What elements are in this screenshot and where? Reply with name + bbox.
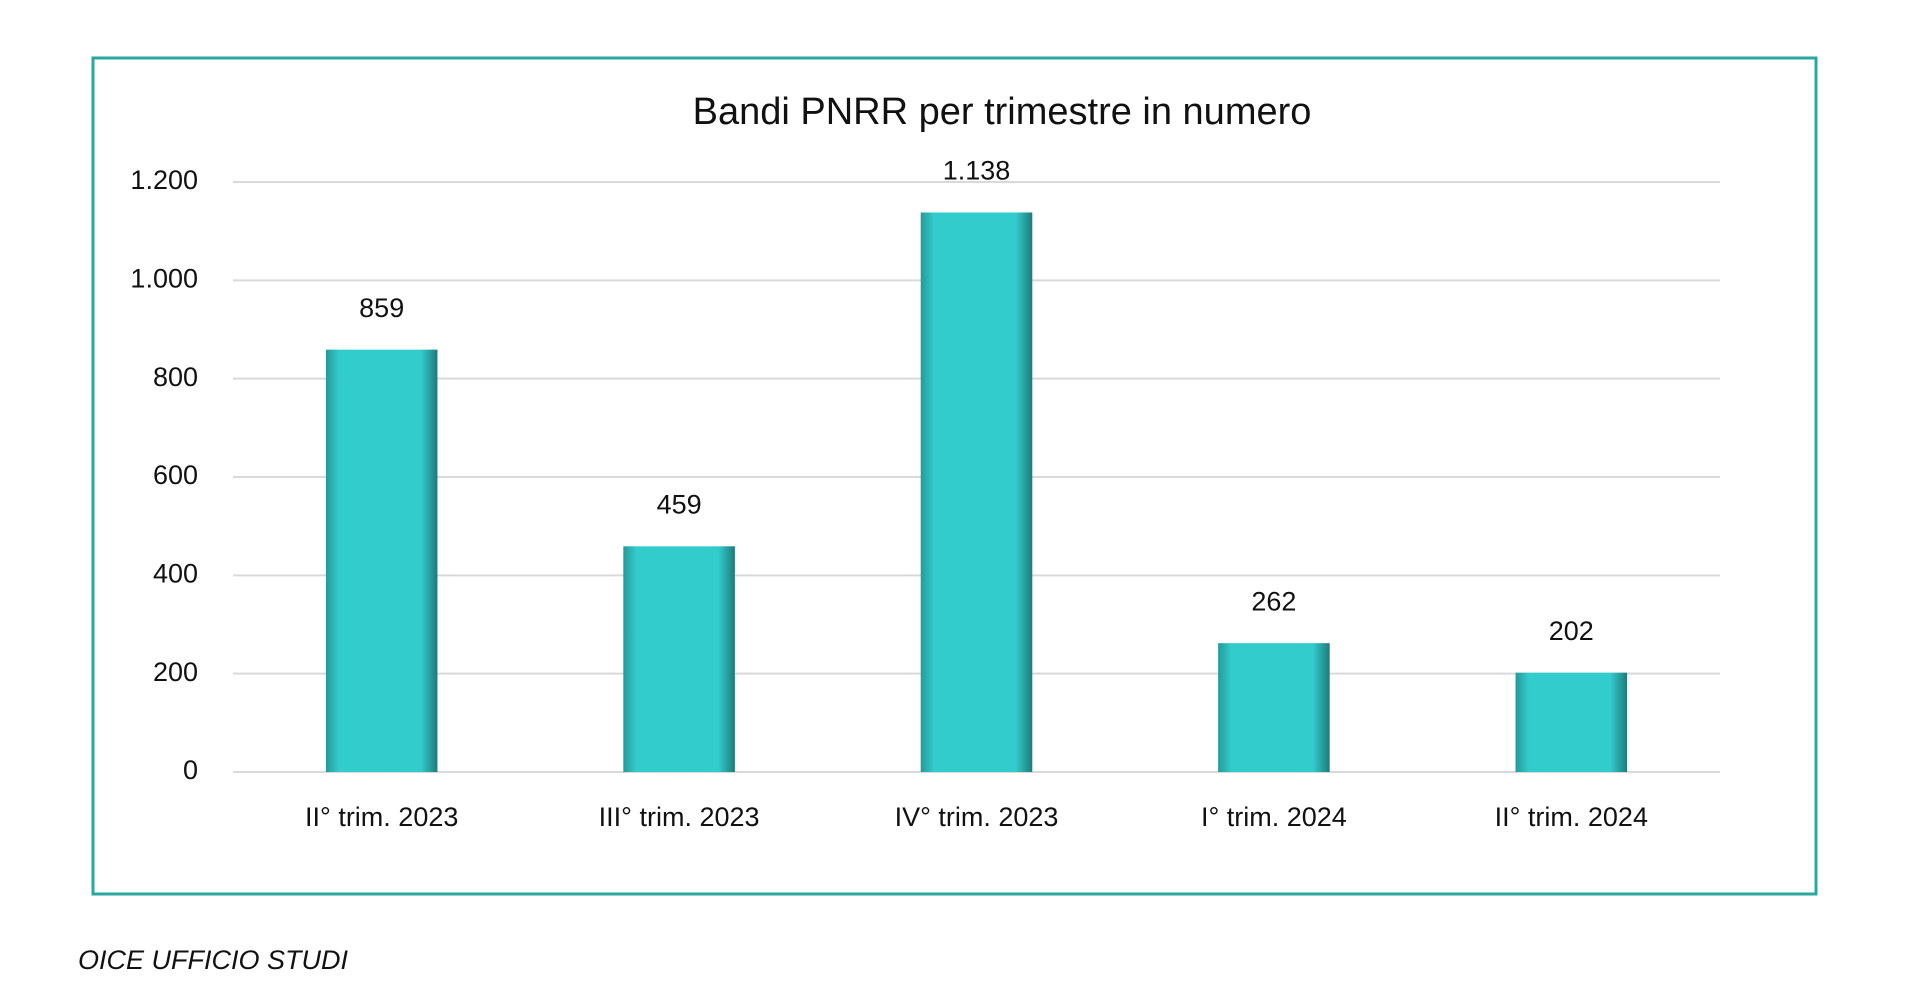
bar-shade [623,546,735,772]
bar-shade [1515,672,1628,772]
x-tick-label: II° trim. 2023 [305,802,458,832]
y-tick-label: 400 [153,558,198,588]
source-note: OICE UFFICIO STUDI [78,945,348,975]
bar-shade [325,349,438,772]
bar-shade [920,212,1033,772]
value-label: 459 [657,489,702,519]
value-label: 1.138 [943,156,1011,186]
value-label: 859 [359,293,404,323]
y-tick-label: 800 [153,362,198,392]
value-label: 202 [1549,616,1594,646]
y-tick-label: 200 [153,657,198,687]
value-label: 262 [1251,586,1296,616]
y-tick-label: 600 [153,460,198,490]
chart-title: Bandi PNRR per trimestre in numero [693,91,1312,133]
chart-frame [91,56,1818,896]
y-tick-label: 1.200 [130,165,198,195]
x-tick-label: III° trim. 2023 [599,802,760,832]
bar-shade [1218,643,1330,772]
y-tick-label: 0 [183,755,198,785]
y-tick-label: 1.000 [130,263,198,293]
x-tick-label: II° trim. 2024 [1495,802,1648,832]
x-tick-label: I° trim. 2024 [1201,802,1347,832]
x-tick-label: IV° trim. 2023 [895,802,1059,832]
